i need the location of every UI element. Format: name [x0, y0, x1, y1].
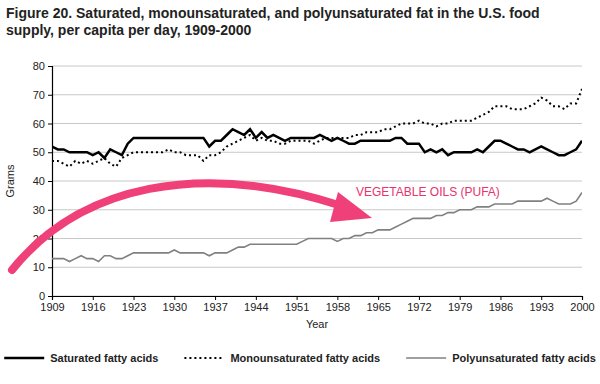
tick: 1951: [285, 296, 309, 313]
tick: 40: [33, 175, 52, 187]
tick-label: 1951: [285, 301, 309, 313]
series-line: [52, 89, 582, 167]
tick: 1937: [203, 296, 227, 313]
tick: 50: [33, 146, 52, 158]
grid-line: [52, 267, 582, 268]
tick: 80: [33, 60, 52, 72]
tick-mark: [52, 296, 53, 300]
tick: 1972: [407, 296, 431, 313]
tick-label: 80: [33, 60, 45, 72]
tick: 1923: [122, 296, 146, 313]
tick: 60: [33, 118, 52, 130]
tick-label: 1965: [366, 301, 390, 313]
tick-mark: [48, 152, 52, 153]
grid-line: [52, 209, 582, 210]
tick-mark: [419, 296, 420, 300]
tick-mark: [48, 210, 52, 211]
tick-label: 1986: [489, 301, 513, 313]
tick-mark: [93, 296, 94, 300]
tick-label: 1979: [448, 301, 472, 313]
legend-item: Polyunsaturated fatty acids: [406, 352, 596, 364]
legend-swatch: [406, 357, 446, 359]
tick-label: 1993: [529, 301, 553, 313]
tick-mark: [500, 296, 501, 300]
annotation: VEGETABLE OILS (PUFA): [356, 185, 500, 199]
tick: 30: [33, 204, 52, 216]
axis-line: [53, 297, 583, 301]
tick: 2000: [570, 296, 594, 313]
tick-label: 50: [33, 146, 45, 158]
tick-label: 1958: [326, 301, 350, 313]
tick-mark: [297, 296, 298, 300]
tick: 1993: [529, 296, 553, 313]
tick-mark: [48, 267, 52, 268]
tick-mark: [48, 296, 52, 297]
x-axis-title: Year: [306, 318, 329, 330]
y-axis: 01020304050607080: [33, 60, 53, 302]
series-line: [52, 193, 582, 262]
tick-label: 10: [33, 261, 45, 273]
tick-label: 1937: [203, 301, 227, 313]
tick-label: 1916: [81, 301, 105, 313]
legend-label: Monounsaturated fatty acids: [230, 352, 380, 364]
tick-label: 1944: [244, 301, 268, 313]
legend-item: Saturated fatty acids: [4, 352, 158, 364]
annotation-arrow: [12, 183, 342, 270]
grid-line: [52, 123, 582, 124]
tick: 1965: [366, 296, 390, 313]
tick-mark: [48, 181, 52, 182]
tick-mark: [174, 296, 175, 300]
title-line: Figure 20. Saturated, monounsaturated, a…: [6, 5, 540, 21]
tick-mark: [256, 296, 257, 300]
tick-label: 60: [33, 118, 45, 130]
tick-label: 1923: [122, 301, 146, 313]
tick: 1909: [40, 296, 64, 313]
tick-mark: [48, 66, 52, 67]
axis-line: [48, 67, 53, 297]
title: Figure 20. Saturated, monounsaturated, a…: [6, 5, 540, 38]
legend-label: Saturated fatty acids: [50, 352, 158, 364]
tick-label: 70: [33, 89, 45, 101]
legend-swatch: [184, 357, 224, 359]
legend: Saturated fatty acids Monounsaturated fat…: [4, 352, 596, 364]
tick-mark: [378, 296, 379, 300]
title-line: supply, per capita per day, 1909-2000: [6, 22, 252, 38]
legend-swatch: [4, 357, 44, 360]
tick-mark: [460, 296, 461, 300]
tick-label: 1930: [163, 301, 187, 313]
tick-mark: [48, 95, 52, 96]
legend-label: Polyunsaturated fatty acids: [452, 352, 596, 364]
tick-mark: [48, 124, 52, 125]
grid-line: [52, 66, 582, 67]
tick-label: 40: [33, 175, 45, 187]
tick-mark: [337, 296, 338, 300]
plot-area: [52, 89, 582, 262]
tick: 1916: [81, 296, 105, 313]
tick-label: 2000: [570, 301, 594, 313]
chart: Figure 20. Saturated, monounsaturated, a…: [0, 0, 600, 384]
tick-label: 30: [33, 204, 45, 216]
y-axis-title: Grams: [4, 164, 16, 198]
tick-mark: [541, 296, 542, 300]
tick: 1958: [326, 296, 350, 313]
tick: 1986: [489, 296, 513, 313]
tick: 10: [33, 261, 52, 273]
legend-item: Monounsaturated fatty acids: [184, 352, 380, 364]
grid: [52, 66, 582, 296]
tick: 1930: [163, 296, 187, 313]
tick-mark: [582, 296, 583, 300]
tick: 70: [33, 89, 52, 101]
tick-label: 1909: [40, 301, 64, 313]
tick: 1944: [244, 296, 268, 313]
grid-line: [52, 181, 582, 182]
grid-line: [52, 94, 582, 95]
tick-mark: [134, 296, 135, 300]
tick-mark: [215, 296, 216, 300]
x-axis: 1909 1916 1923 1930 1937 1944 1951 1958 1965 1972…: [40, 296, 594, 313]
tick-label: 1972: [407, 301, 431, 313]
tick: 1979: [448, 296, 472, 313]
